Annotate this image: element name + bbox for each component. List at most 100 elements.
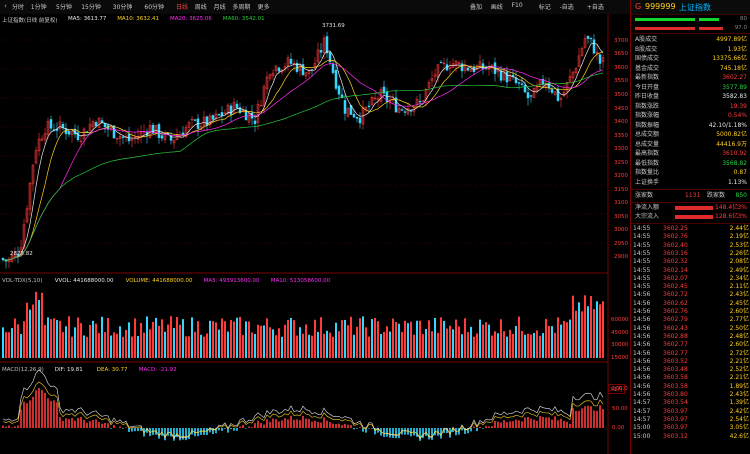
macd-bar	[554, 416, 556, 428]
volume-bar	[461, 334, 463, 358]
candle-body	[376, 98, 380, 100]
volume-bar	[155, 317, 157, 358]
volume-bar	[113, 332, 115, 358]
indicator-label-0: VOL-TDX(5,10)	[2, 278, 43, 284]
toolbar-button-0[interactable]: 叠加	[470, 4, 483, 11]
period-tab-7[interactable]: 周线	[194, 4, 207, 11]
volume-bar	[548, 325, 550, 358]
indicator-label-3: MA60: 3542.01	[222, 16, 265, 22]
volume-bar	[593, 309, 595, 358]
candle-body	[31, 164, 35, 185]
candle-body	[454, 60, 458, 66]
quote-stat-value: 0.87	[733, 169, 747, 176]
period-tab-6[interactable]: 日线	[176, 4, 189, 11]
candle-body	[511, 74, 515, 77]
main-ytick: 3150	[614, 186, 628, 193]
toolbar-button-4[interactable]: -自选	[559, 4, 574, 11]
quote-stat-row: B股成交 1.93亿	[635, 46, 747, 54]
period-tab-1[interactable]: 1分钟	[30, 4, 47, 11]
tick-row: 14:56 3602.43 2.50亿	[633, 325, 749, 333]
macd-bar	[2, 425, 4, 428]
tick-price: 3602.40	[663, 241, 688, 249]
toolbar-button-1[interactable]: 画线	[490, 4, 503, 11]
volume-bar	[311, 335, 313, 358]
volume-bar	[425, 328, 427, 358]
candle-body	[403, 111, 407, 113]
volume-bar	[44, 324, 46, 358]
candle-body	[526, 92, 530, 99]
macd-bar	[212, 428, 214, 435]
volume-bar	[128, 322, 130, 358]
period-tab-9[interactable]: 多周期	[232, 4, 251, 11]
flow-row: 大宗流入 128.6亿 3%	[635, 213, 747, 221]
period-tab-8[interactable]: 月线	[213, 4, 226, 11]
buy-strength-bar	[635, 18, 695, 21]
quote-stat-row: 指数涨幅 0.54%	[635, 112, 747, 120]
macd-bar	[329, 422, 331, 428]
period-tab-3[interactable]: 15分钟	[81, 4, 101, 11]
macd-bar	[122, 428, 124, 429]
macd-bar	[545, 417, 547, 428]
tick-time: 14:57	[633, 407, 651, 415]
macd-bar	[92, 419, 94, 428]
period-tab-4[interactable]: 30分钟	[112, 4, 133, 11]
candle-body	[184, 127, 188, 137]
macd-bar	[392, 428, 394, 438]
macd-bar	[587, 405, 589, 428]
tick-row: 14:57 3603.54 1.39亿	[633, 399, 749, 407]
tick-time: 14:55	[633, 249, 651, 257]
macd-bar	[113, 424, 115, 428]
macd-bar	[89, 421, 91, 428]
quote-stat-value: 745.18亿	[720, 64, 747, 72]
candle-body	[502, 70, 506, 81]
macd-bar	[272, 418, 274, 428]
tick-amount: 3.05亿	[729, 424, 749, 432]
volume-bar	[299, 327, 301, 358]
volume-bar	[41, 292, 43, 358]
macd-bar	[221, 428, 223, 431]
macd-bar	[602, 409, 604, 428]
toolbar-button-5[interactable]: +自选	[586, 4, 604, 11]
quote-stat-value: 42.10/1.18%	[708, 121, 747, 129]
volume-bar	[59, 320, 61, 358]
macd-bar	[374, 428, 376, 435]
period-tab-0[interactable]: 分时	[12, 4, 25, 11]
main-ytick: 3200	[614, 173, 628, 180]
tick-row: 14:57 3603.97 2.42亿	[633, 408, 749, 416]
macd-bar	[41, 390, 43, 428]
tick-amount: 2.45亿	[729, 299, 749, 307]
tick-amount: 2.52亿	[729, 366, 749, 374]
quote-panel: G 999999 上证指数 80 97.0 A股成交 4997.89亿 B股成交 1.…	[630, 0, 750, 454]
macd-bar	[302, 415, 304, 428]
candle-body	[91, 121, 95, 127]
quote-stat-row: 今日开盘 3577.89	[635, 84, 747, 92]
volume-bar	[374, 317, 376, 358]
candle-body	[193, 119, 197, 121]
tick-amount: 2.54亿	[729, 415, 749, 423]
period-tab-2[interactable]: 5分钟	[56, 4, 72, 11]
main-ytick: 3550	[614, 78, 628, 85]
kline-chart-area[interactable]	[0, 0, 630, 454]
tick-time: 14:56	[633, 324, 651, 332]
volume-bar	[185, 336, 187, 358]
period-tab-5[interactable]: 60分钟	[144, 4, 165, 11]
volume-bar	[167, 324, 169, 358]
toolbar-button-2[interactable]: F10	[511, 2, 523, 9]
volume-bar	[47, 317, 49, 358]
tick-price: 3602.07	[663, 274, 688, 282]
toolbar-button-3[interactable]: 标记	[538, 4, 551, 11]
volume-bar	[569, 319, 571, 358]
macd-bar	[557, 420, 559, 428]
macd-bar	[143, 428, 145, 437]
tick-amount: 2.21亿	[729, 374, 749, 382]
prev-icon[interactable]: ‹	[4, 2, 7, 10]
volume-bar	[404, 320, 406, 358]
period-tab-10[interactable]: 更多	[257, 4, 270, 11]
tick-time: 14:56	[633, 291, 651, 299]
volume-bar	[527, 333, 529, 358]
candle-body	[529, 95, 533, 97]
candle-body	[433, 74, 437, 77]
tick-time: 14:55	[633, 225, 651, 232]
tick-price: 3602.79	[663, 316, 688, 324]
tick-price: 3603.54	[663, 399, 688, 407]
